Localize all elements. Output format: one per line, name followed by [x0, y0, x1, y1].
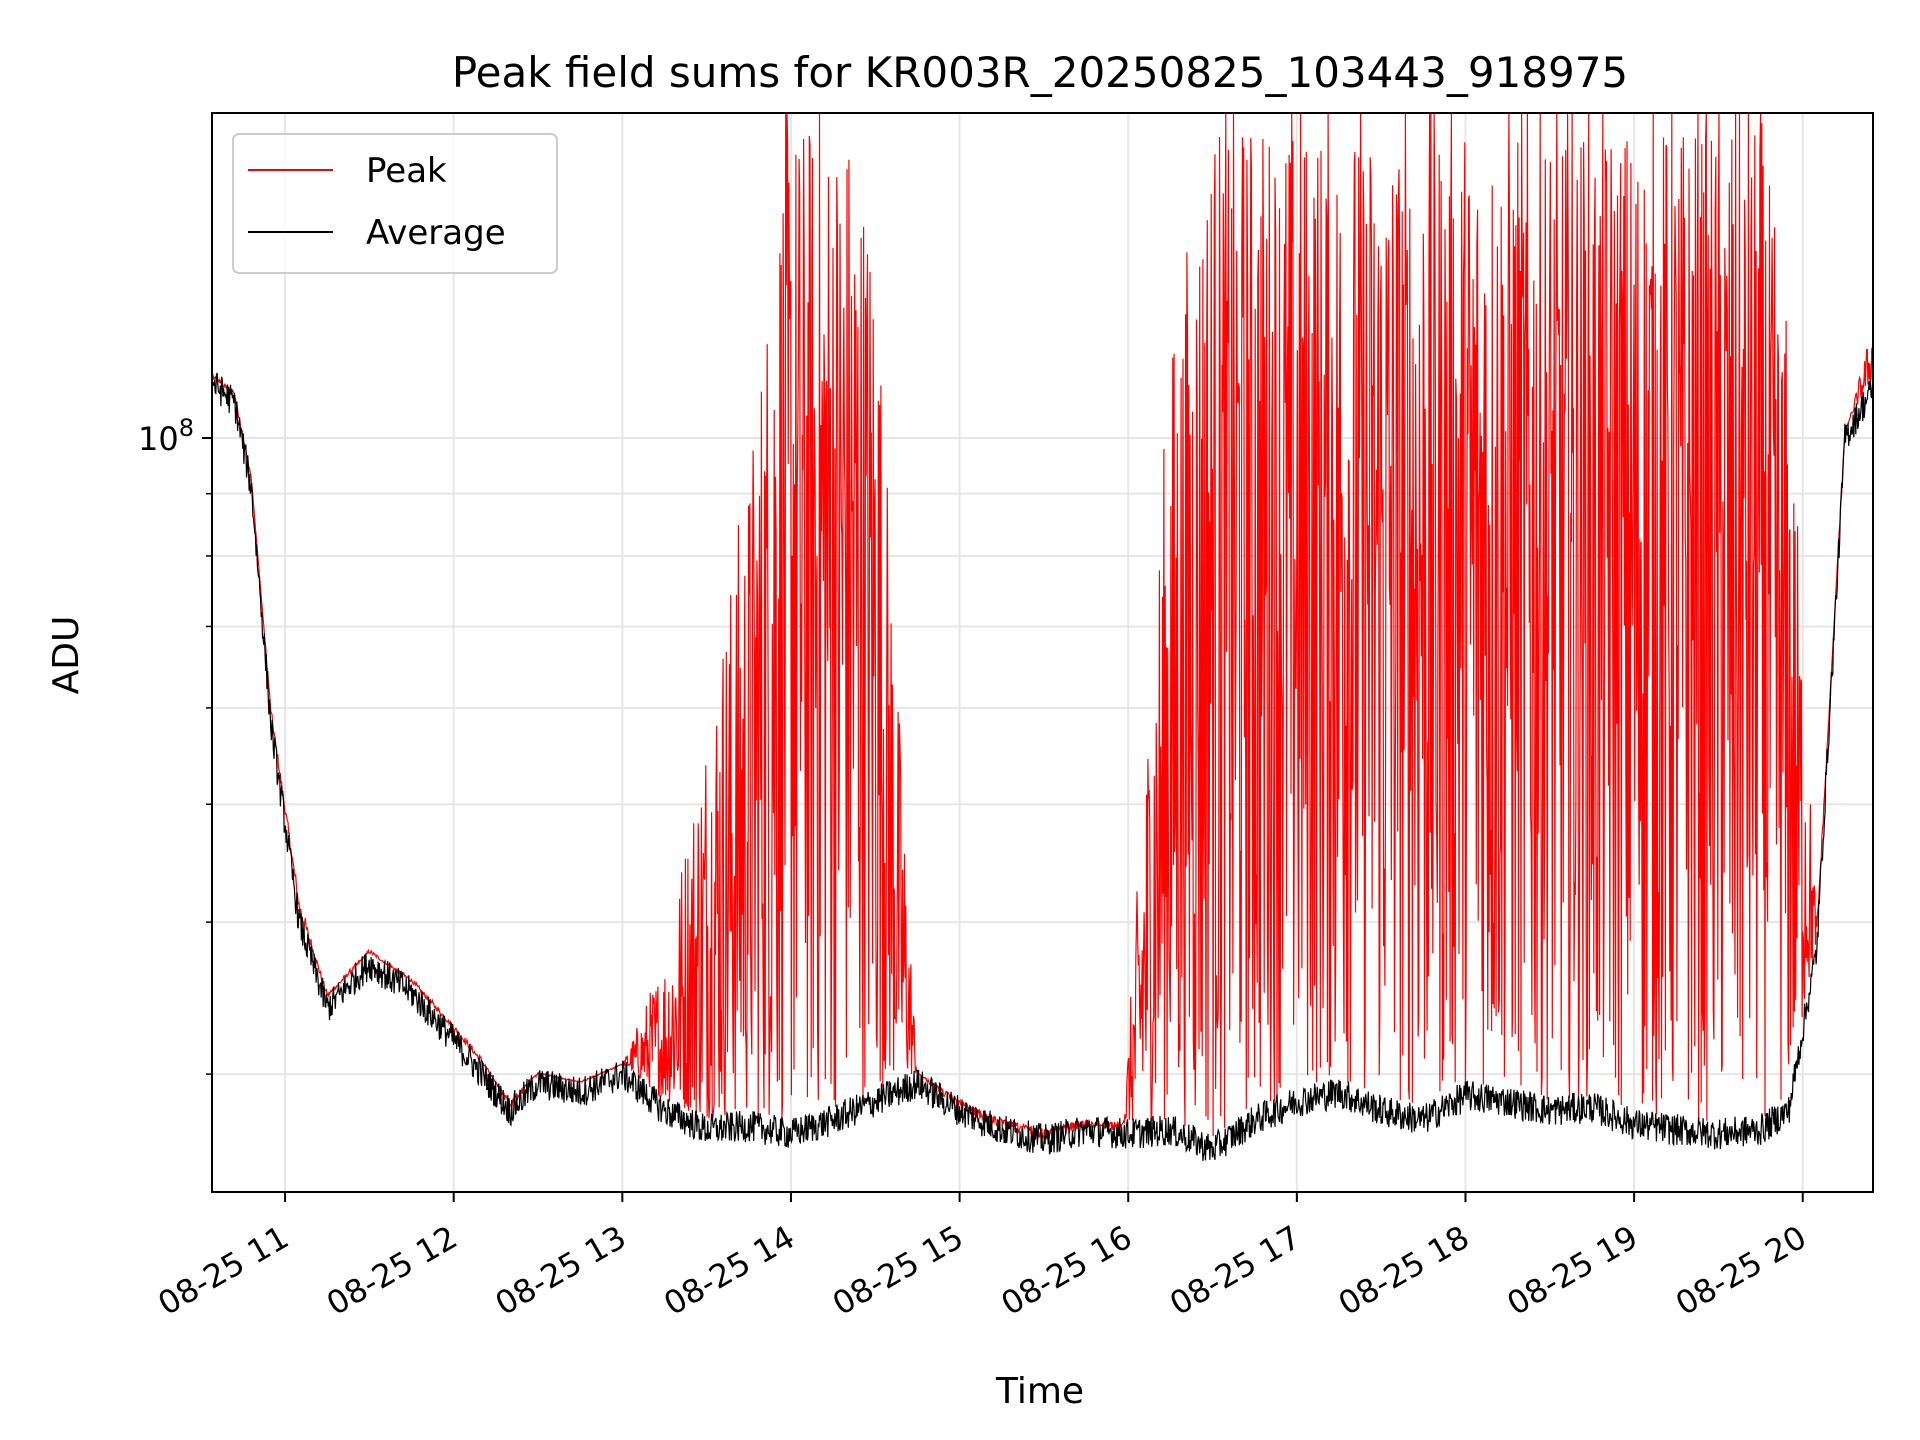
x-tick-label: 08-25 19	[1501, 1218, 1645, 1323]
legend-label-average: Average	[366, 213, 506, 253]
x-tick-label: 08-25 15	[826, 1218, 970, 1323]
chart-title: Peak field sums for KR003R_20250825_1034…	[452, 48, 1628, 97]
x-axis-ticks: 08-25 11 08-25 12 08-25 13 08-25 14 08-25 15…	[151, 1192, 1813, 1323]
series-line-average	[212, 372, 1873, 1161]
legend-box	[232, 133, 558, 274]
x-tick-label: 08-25 11	[151, 1218, 295, 1323]
y-axis-ticks: 108	[138, 414, 212, 1075]
plot-area	[212, 113, 1873, 1161]
legend-label-peak: Peak	[366, 151, 447, 191]
x-tick-label: 08-25 12	[320, 1218, 464, 1323]
y-axis-label: ADU	[46, 616, 87, 695]
x-axis-label: Time	[995, 1371, 1084, 1412]
x-tick-label: 08-25 16	[995, 1218, 1139, 1323]
y-tick-label: 108	[138, 414, 194, 458]
x-tick-label: 08-25 18	[1332, 1218, 1476, 1323]
x-tick-label: 08-25 13	[489, 1218, 633, 1323]
x-tick-label: 08-25 20	[1669, 1218, 1813, 1323]
x-tick-label: 08-25 17	[1163, 1218, 1307, 1323]
axes-frame	[211, 112, 1874, 1193]
x-tick-label: 08-25 14	[657, 1218, 801, 1323]
legend: Peak Average	[232, 133, 558, 274]
